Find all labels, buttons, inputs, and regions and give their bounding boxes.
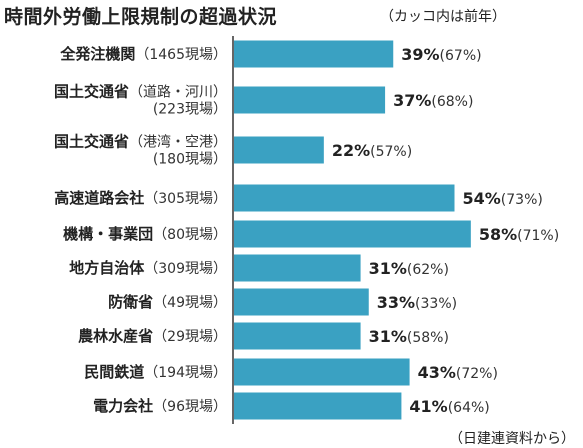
bar (234, 136, 324, 164)
category-label: 電力会社（96現場） (93, 397, 227, 415)
category-label: 防衛省（49現場） (108, 293, 227, 311)
bar (234, 184, 455, 212)
value-current: 31% (369, 327, 407, 346)
value-label: 58%(71%) (479, 225, 559, 244)
category-count: （29現場） (153, 329, 227, 345)
category-name: 国土交通省 (54, 83, 129, 101)
value-label: 37%(68%) (393, 91, 473, 110)
category-label: 高速道路会社（305現場） (54, 189, 227, 207)
category-name: 農林水産省 (78, 327, 153, 345)
value-previous-year: (73%) (501, 192, 543, 208)
value-previous-year: (72%) (456, 366, 498, 382)
category-name: 機構・事業団 (63, 225, 153, 243)
value-current: 41% (409, 397, 447, 416)
category-name: 高速道路会社 (54, 189, 144, 207)
value-current: 31% (369, 259, 407, 278)
value-label: 33%(33%) (377, 293, 457, 312)
value-label: 22%(57%) (332, 141, 412, 160)
bar (234, 86, 386, 114)
category-count-line: (223現場） (153, 102, 227, 118)
category-count: （49現場） (153, 295, 227, 311)
value-label: 43%(72%) (418, 363, 498, 382)
category-label: 民間鉄道（194現場） (84, 363, 227, 381)
value-current: 54% (463, 189, 501, 208)
value-previous-year: (62%) (407, 262, 449, 278)
category-count: （194現場） (144, 365, 227, 381)
category-count: （309現場） (144, 261, 227, 277)
bar (234, 322, 361, 350)
category-label: 全発注機関（1465現場） (59, 45, 227, 63)
value-current: 58% (479, 225, 517, 244)
value-previous-year: (58%) (407, 330, 449, 346)
category-count: （港湾・空港） (129, 134, 227, 151)
value-current: 39% (401, 45, 439, 64)
value-current: 33% (377, 293, 415, 312)
value-previous-year: (33%) (415, 296, 457, 312)
category-name: 国土交通省 (54, 133, 129, 151)
value-previous-year: (57%) (370, 144, 412, 160)
category-count: （道路・河川） (129, 85, 227, 101)
category-label: 機構・事業団（80現場） (63, 225, 227, 243)
category-count-line: (180現場） (153, 152, 227, 168)
category-label: 国土交通省（道路・河川） (54, 83, 227, 101)
value-previous-year: (67%) (440, 48, 482, 64)
category-name: 地方自治体 (69, 259, 145, 277)
bar (234, 288, 369, 316)
bar (234, 220, 471, 248)
category-label: 農林水産省（29現場） (78, 327, 227, 345)
category-count: （305現場） (144, 191, 227, 207)
category-label: 地方自治体（309現場） (69, 259, 227, 277)
bar (234, 358, 410, 386)
source-note: （日建連資料から） (449, 431, 575, 447)
value-label: 31%(58%) (369, 327, 449, 346)
bar (234, 254, 361, 282)
value-current: 37% (393, 91, 431, 110)
value-label: 39%(67%) (401, 45, 481, 64)
value-previous-year: (64%) (448, 400, 490, 416)
value-label: 31%(62%) (369, 259, 449, 278)
value-current: 22% (332, 141, 370, 160)
bar (234, 392, 402, 420)
category-label: 国土交通省（港湾・空港） (54, 133, 227, 151)
value-current: 43% (418, 363, 456, 382)
category-count: （1465現場） (135, 47, 227, 63)
value-label: 41%(64%) (409, 397, 489, 416)
category-name: 全発注機関 (59, 45, 135, 63)
category-name: 防衛省 (108, 293, 153, 311)
bar (234, 40, 394, 68)
category-name: 民間鉄道 (84, 363, 144, 381)
chart-subtitle: （カッコ内は前年） (380, 9, 506, 25)
category-count: （80現場） (153, 227, 227, 243)
category-name: 電力会社 (93, 397, 153, 415)
value-label: 54%(73%) (463, 189, 543, 208)
chart-title: 時間外労働上限規制の超過状況 (4, 6, 278, 28)
category-count: （96現場） (153, 399, 227, 415)
value-previous-year: (71%) (517, 228, 559, 244)
value-previous-year: (68%) (431, 94, 473, 110)
